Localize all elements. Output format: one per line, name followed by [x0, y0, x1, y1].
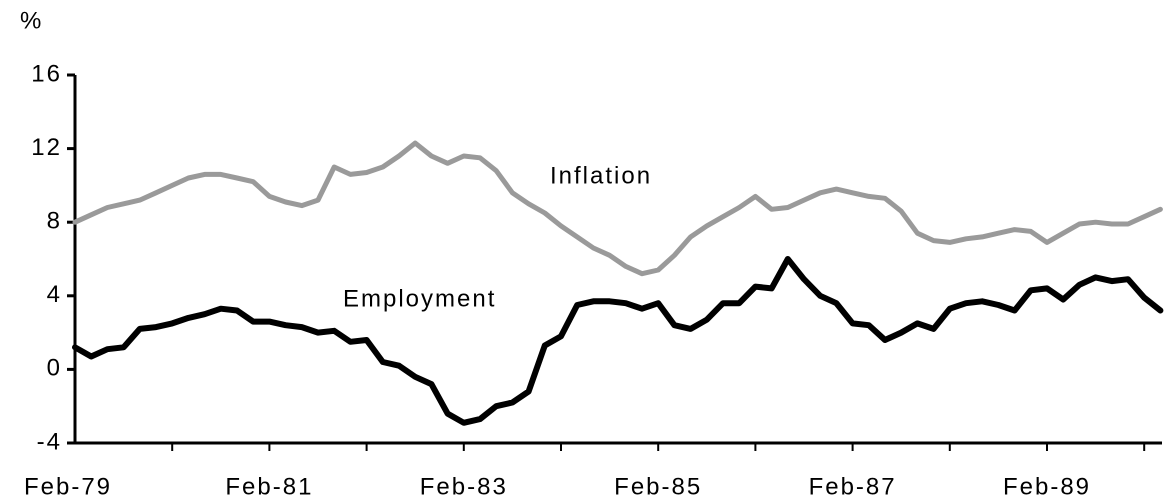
- series-line: [72, 140, 1163, 277]
- x-tick-label: Feb-89: [1003, 473, 1091, 500]
- x-tick-label: Feb-87: [809, 473, 897, 500]
- x-tick-label: Feb-79: [24, 473, 112, 500]
- y-tick-label: 8: [47, 208, 62, 235]
- x-tick-label: Feb-85: [614, 473, 702, 500]
- annotation: Inflation: [550, 162, 652, 189]
- y-tick-label: 16: [31, 60, 62, 87]
- x-tick-label: Feb-83: [420, 473, 508, 500]
- series-line: [72, 256, 1164, 426]
- y-tick-label: 0: [47, 355, 62, 382]
- y-tick-label: 12: [31, 134, 62, 161]
- y-tick-label: 4: [47, 281, 62, 308]
- y-axis-label: %: [20, 7, 43, 34]
- y-tick-label: -4: [37, 428, 62, 455]
- x-tick-label: Feb-81: [225, 473, 313, 500]
- annotation: Employment: [343, 285, 496, 312]
